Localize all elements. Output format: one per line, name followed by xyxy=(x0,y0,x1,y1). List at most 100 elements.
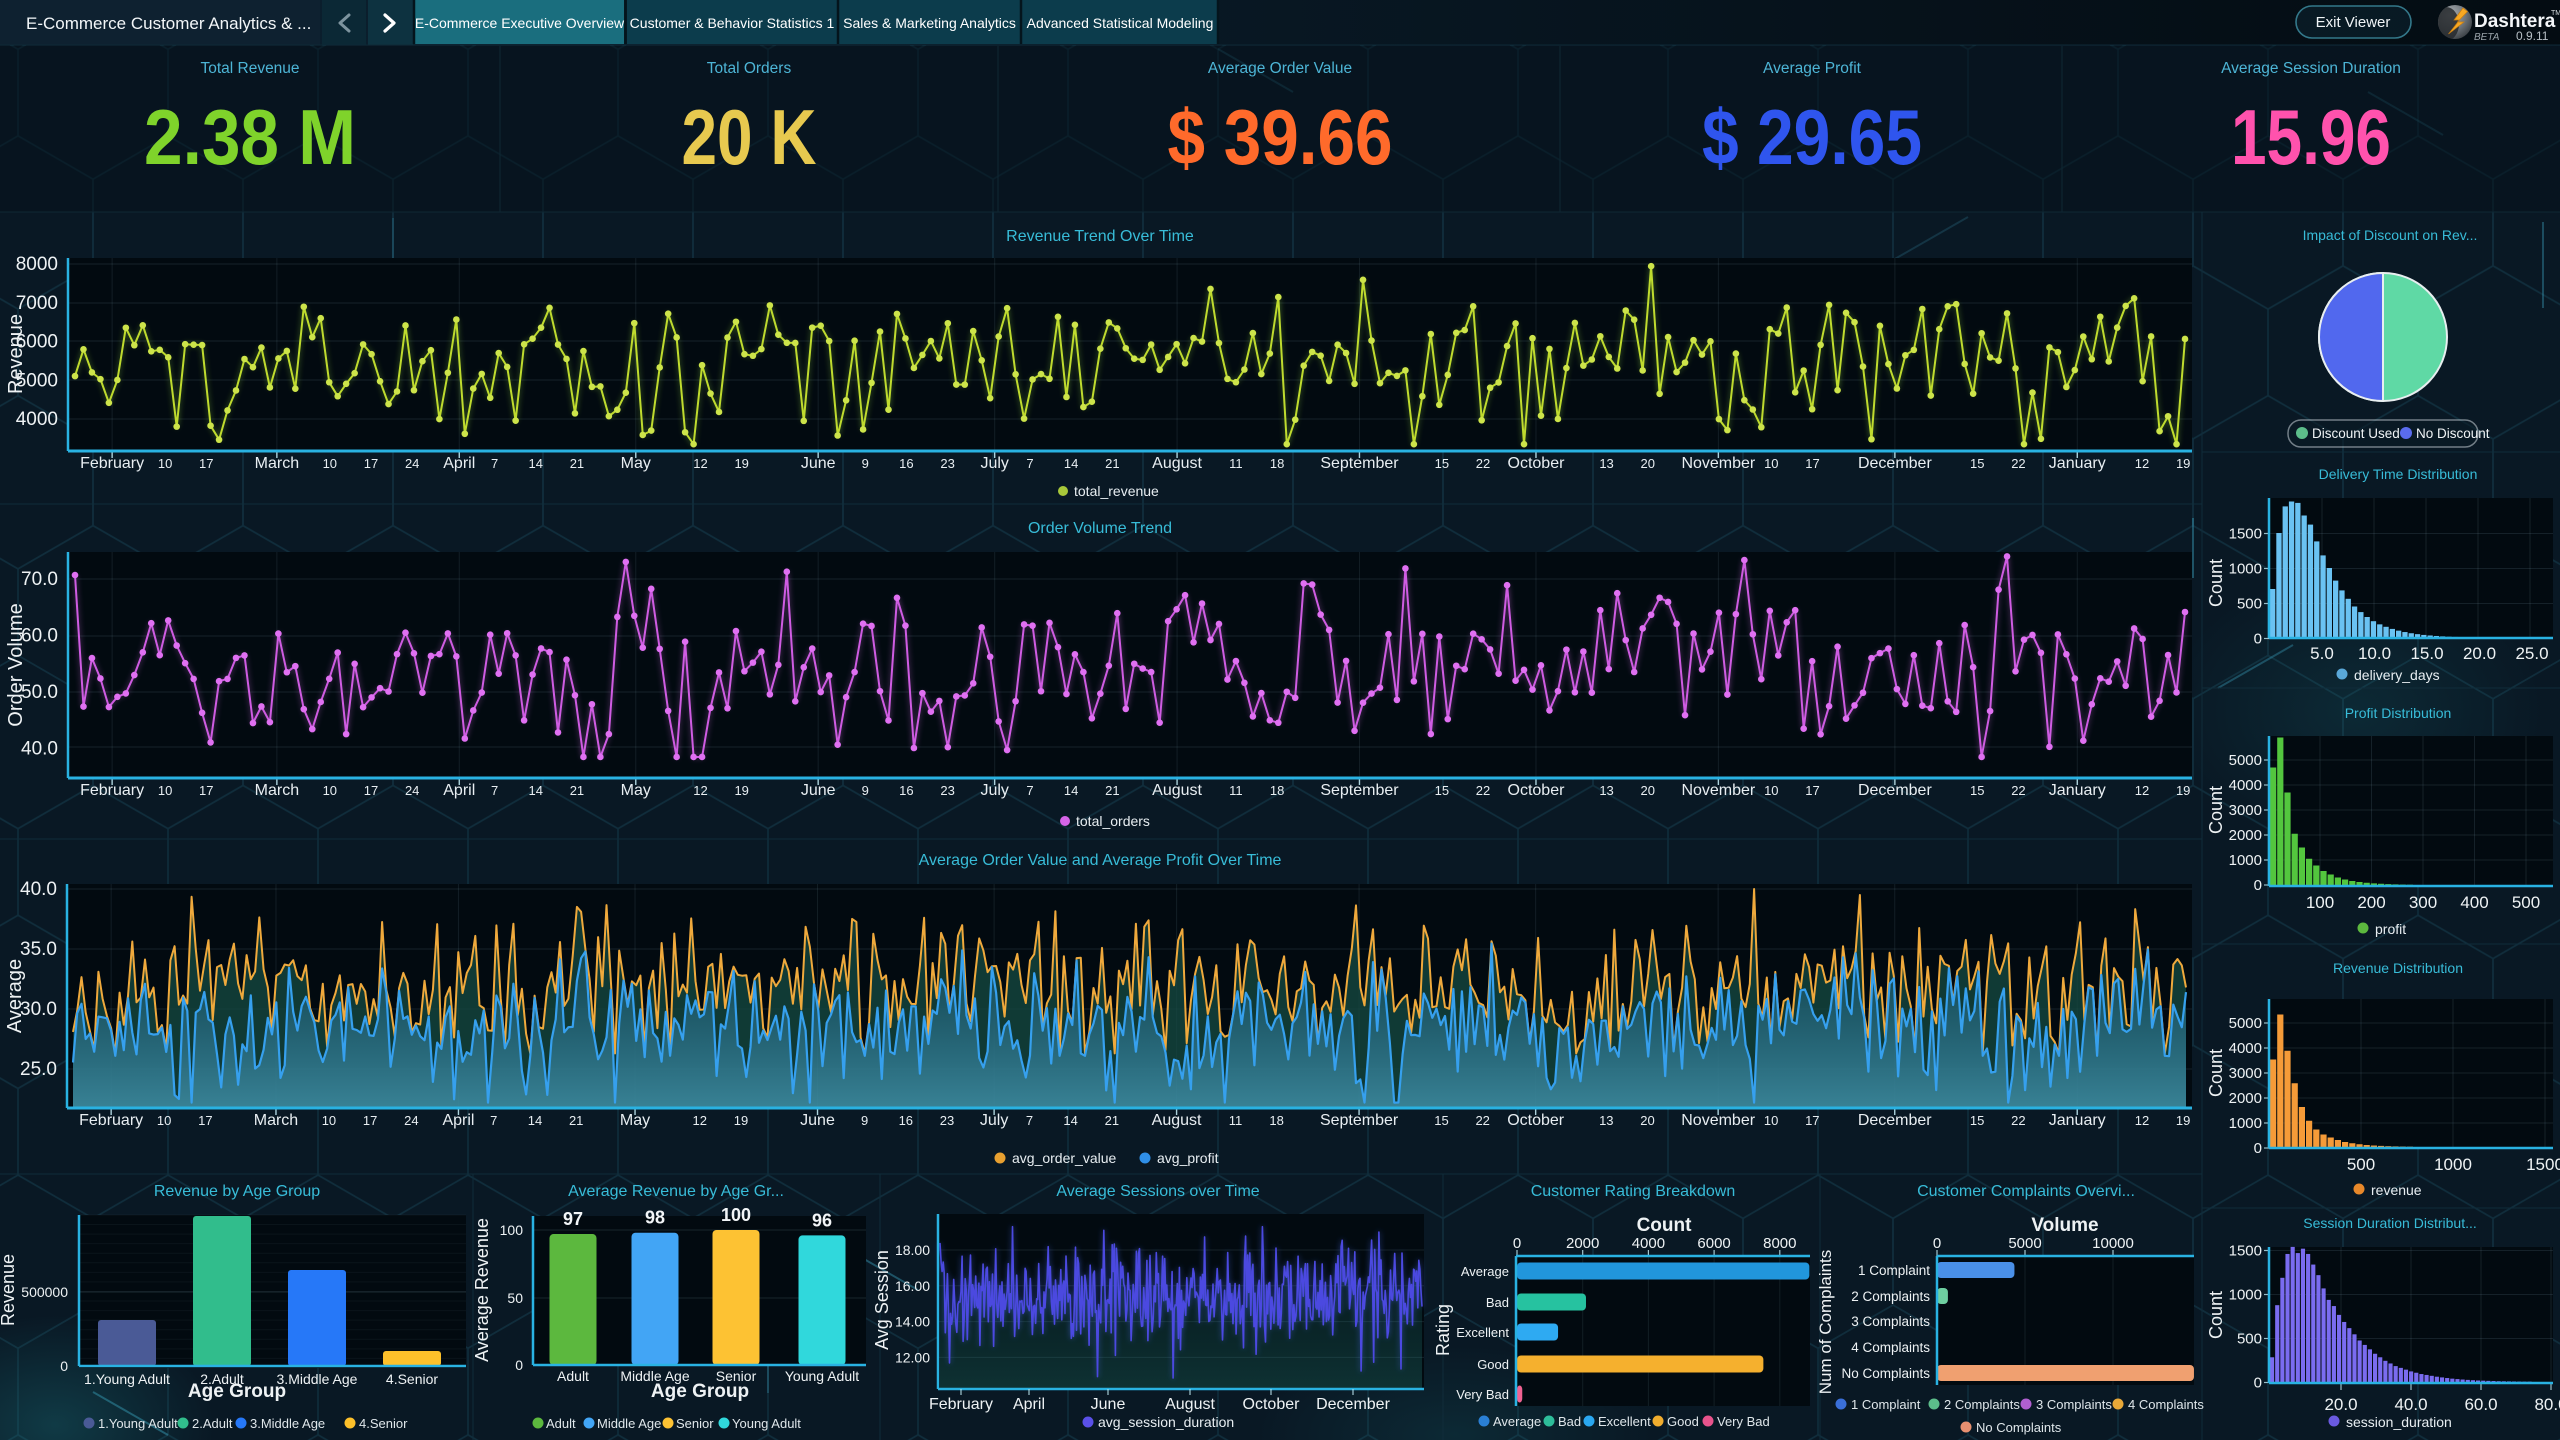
svg-text:Delivery Time Distribution: Delivery Time Distribution xyxy=(2319,466,2478,482)
svg-text:2000: 2000 xyxy=(2229,1090,2262,1107)
svg-text:10: 10 xyxy=(158,783,172,798)
svg-text:35.0: 35.0 xyxy=(20,939,57,960)
svg-text:12: 12 xyxy=(693,783,707,798)
svg-text:Volume: Volume xyxy=(2031,1215,2098,1236)
svg-text:Advanced Statistical Modeling: Advanced Statistical Modeling xyxy=(1027,15,1214,31)
svg-text:avg_session_duration: avg_session_duration xyxy=(1098,1414,1234,1430)
svg-text:15: 15 xyxy=(1435,456,1449,471)
svg-text:15: 15 xyxy=(1970,783,1984,798)
svg-text:500: 500 xyxy=(2512,893,2540,912)
svg-text:7: 7 xyxy=(491,783,498,798)
svg-text:3000: 3000 xyxy=(2229,1065,2262,1082)
svg-text:0: 0 xyxy=(2254,1140,2262,1157)
svg-text:19: 19 xyxy=(2176,783,2190,798)
svg-text:1 Complaint: 1 Complaint xyxy=(1851,1397,1921,1412)
svg-text:1 Complaint: 1 Complaint xyxy=(1858,1263,1930,1278)
svg-text:Count: Count xyxy=(2206,559,2226,607)
svg-text:Average Order Value and Averag: Average Order Value and Average Profit O… xyxy=(919,852,1282,869)
svg-text:Very Bad: Very Bad xyxy=(1456,1387,1509,1402)
svg-text:12: 12 xyxy=(2135,783,2149,798)
svg-text:6000: 6000 xyxy=(1697,1235,1730,1252)
svg-text:March: March xyxy=(254,1112,298,1129)
svg-text:4000: 4000 xyxy=(2229,1040,2262,1057)
svg-text:Count: Count xyxy=(2206,1049,2226,1097)
svg-text:11: 11 xyxy=(1229,456,1243,471)
svg-text:10: 10 xyxy=(323,783,337,798)
svg-text:Average Order Value: Average Order Value xyxy=(1208,60,1352,77)
svg-text:Session Duration Distribut...: Session Duration Distribut... xyxy=(2303,1215,2477,1231)
svg-text:August: August xyxy=(1152,455,1202,472)
svg-text:40.0: 40.0 xyxy=(21,739,58,760)
svg-text:80.0: 80.0 xyxy=(2534,1395,2560,1414)
svg-text:1.Young Adult: 1.Young Adult xyxy=(98,1416,178,1431)
svg-text:22: 22 xyxy=(1475,1113,1489,1128)
svg-text:15: 15 xyxy=(1435,783,1449,798)
svg-text:February: February xyxy=(929,1396,993,1413)
svg-text:13: 13 xyxy=(1599,1113,1613,1128)
svg-text:12.00: 12.00 xyxy=(895,1349,930,1365)
svg-text:October: October xyxy=(1508,455,1566,472)
svg-text:23: 23 xyxy=(940,456,954,471)
svg-text:40.0: 40.0 xyxy=(20,879,57,900)
svg-text:18: 18 xyxy=(1270,783,1284,798)
svg-text:10: 10 xyxy=(158,456,172,471)
svg-text:Average Profit: Average Profit xyxy=(1763,60,1862,77)
svg-text:March: March xyxy=(255,455,299,472)
svg-text:Profit Distribution: Profit Distribution xyxy=(2345,705,2452,721)
svg-text:Discount Used: Discount Used xyxy=(2312,426,2400,441)
svg-text:December: December xyxy=(1858,455,1932,472)
svg-text:3000: 3000 xyxy=(2229,802,2262,819)
svg-text:21: 21 xyxy=(1105,1113,1119,1128)
svg-text:19: 19 xyxy=(734,1113,748,1128)
svg-text:10000: 10000 xyxy=(2092,1235,2134,1252)
svg-text:June: June xyxy=(800,1112,835,1129)
svg-text:21: 21 xyxy=(1105,783,1119,798)
svg-text:14.00: 14.00 xyxy=(895,1314,930,1330)
svg-text:February: February xyxy=(80,782,144,799)
svg-text:December: December xyxy=(1858,782,1932,799)
svg-text:2.Adult: 2.Adult xyxy=(200,1371,244,1387)
svg-text:May: May xyxy=(621,782,651,799)
svg-text:4 Complaints: 4 Complaints xyxy=(2128,1397,2204,1412)
svg-text:17: 17 xyxy=(1805,783,1819,798)
svg-text:June: June xyxy=(1091,1396,1126,1413)
svg-text:0: 0 xyxy=(2254,877,2262,894)
svg-text:7: 7 xyxy=(1026,783,1033,798)
svg-text:4000: 4000 xyxy=(16,409,58,430)
svg-text:3 Complaints: 3 Complaints xyxy=(1851,1314,1930,1329)
svg-text:Revenue: Revenue xyxy=(0,1254,18,1326)
svg-text:5000: 5000 xyxy=(16,370,58,391)
svg-text:October: October xyxy=(1243,1396,1301,1413)
svg-text:500: 500 xyxy=(2237,1331,2262,1348)
svg-text:July: July xyxy=(980,455,1008,472)
svg-text:8000: 8000 xyxy=(16,254,58,275)
svg-text:Adult: Adult xyxy=(557,1368,589,1384)
svg-text:60.0: 60.0 xyxy=(2464,1395,2497,1414)
svg-text:Order Volume Trend: Order Volume Trend xyxy=(1028,520,1172,537)
svg-text:Age Group: Age Group xyxy=(188,1381,286,1402)
svg-text:22: 22 xyxy=(2011,456,2025,471)
svg-text:July: July xyxy=(980,1112,1008,1129)
svg-text:21: 21 xyxy=(570,783,584,798)
svg-text:23: 23 xyxy=(940,783,954,798)
svg-text:1000: 1000 xyxy=(2229,561,2262,578)
svg-text:5000: 5000 xyxy=(2229,752,2262,769)
svg-text:98: 98 xyxy=(645,1208,665,1228)
svg-text:Good: Good xyxy=(1667,1414,1699,1429)
svg-text:4000: 4000 xyxy=(1632,1235,1665,1252)
svg-text:12: 12 xyxy=(693,456,707,471)
svg-text:Young Adult: Young Adult xyxy=(732,1416,801,1431)
svg-text:May: May xyxy=(620,1112,650,1129)
svg-text:April: April xyxy=(443,455,475,472)
svg-text:11: 11 xyxy=(1229,783,1243,798)
svg-text:17: 17 xyxy=(363,1113,377,1128)
svg-text:August: August xyxy=(1152,1112,1202,1129)
svg-text:0: 0 xyxy=(2254,631,2262,648)
svg-text:profit: profit xyxy=(2375,921,2406,937)
svg-text:Total Orders: Total Orders xyxy=(707,60,792,77)
svg-text:3 Complaints: 3 Complaints xyxy=(2036,1397,2112,1412)
svg-text:No Complaints: No Complaints xyxy=(1841,1366,1930,1381)
svg-text:22: 22 xyxy=(2011,1113,2025,1128)
svg-text:0: 0 xyxy=(60,1358,68,1374)
svg-text:Impact of Discount on Rev...: Impact of Discount on Rev... xyxy=(2303,227,2478,243)
